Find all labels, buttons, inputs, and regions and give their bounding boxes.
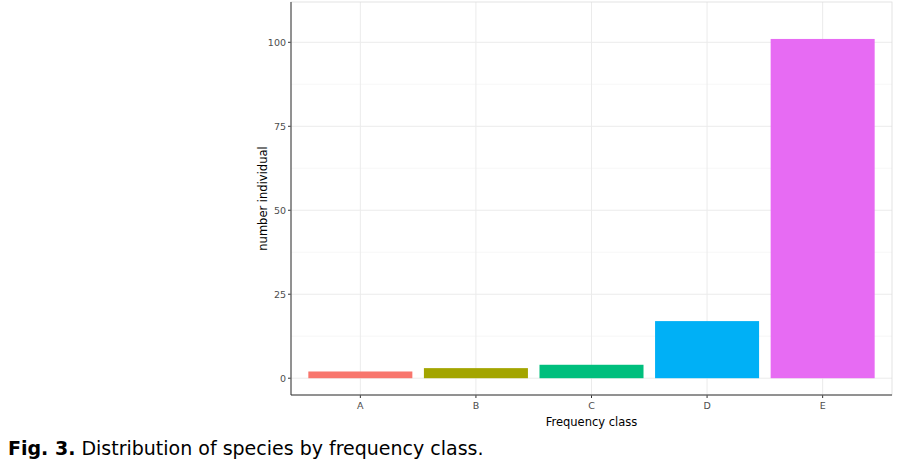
y-tick-label: 100	[268, 37, 286, 48]
x-axis-line	[291, 395, 892, 396]
bar	[771, 39, 875, 378]
caption: Fig. 3. Distribution of species by frequ…	[8, 437, 484, 459]
y-axis-label: number individual	[256, 146, 270, 250]
bar	[308, 371, 412, 378]
y-tick-label: 25	[274, 289, 286, 300]
x-grid-line	[591, 2, 592, 395]
x-axis-label: Frequency class	[546, 415, 638, 429]
caption-rest: Distribution of species by frequency cla…	[75, 437, 483, 459]
x-tick-label: E	[820, 400, 826, 411]
x-tick-label: C	[588, 400, 595, 411]
bar	[539, 365, 643, 378]
bar	[424, 368, 528, 378]
y-tick-label: 75	[274, 121, 286, 132]
x-tick-label: D	[703, 400, 710, 411]
plot-frame	[291, 2, 892, 395]
x-tick-label: A	[357, 400, 364, 411]
x-grid-line	[360, 2, 361, 395]
x-tick-label: B	[473, 400, 480, 411]
bar	[655, 321, 759, 378]
y-axis-line	[291, 2, 292, 395]
x-grid-line	[475, 2, 476, 395]
plot-background	[291, 2, 892, 395]
y-tick-label: 50	[274, 205, 286, 216]
caption-bold: Fig. 3.	[8, 437, 75, 459]
y-tick-label: 0	[280, 373, 286, 384]
